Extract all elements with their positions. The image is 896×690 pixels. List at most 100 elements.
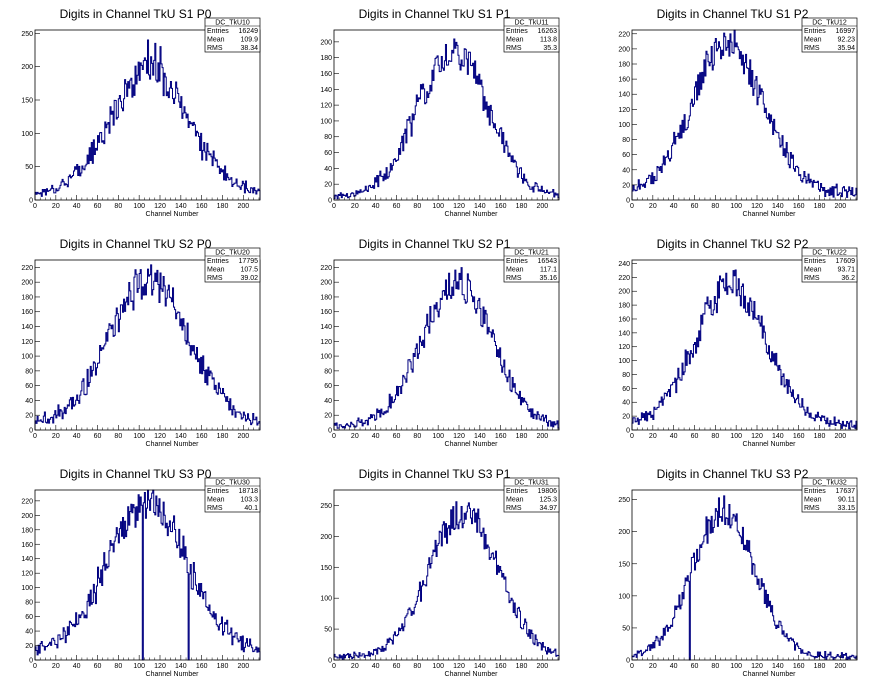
- x-tick-label: 100: [730, 433, 742, 440]
- x-axis-title: Channel Number: [445, 671, 499, 678]
- y-tick-label: 250: [21, 31, 33, 38]
- y-tick-label: 160: [320, 309, 332, 316]
- x-tick-label: 180: [814, 433, 826, 440]
- y-tick-label: 0: [626, 198, 630, 205]
- stats-value-rms: 34.97: [539, 505, 557, 512]
- histogram-panel: Digits in Channel TkU S3 P1 0 20 40 60 80 100 1…: [320, 467, 560, 678]
- stats-label-rms: RMS: [506, 275, 522, 282]
- stats-value-entries: 17637: [836, 488, 856, 495]
- chart-title: Digits in Channel TkU S3 P0: [60, 467, 212, 481]
- y-tick-label: 180: [320, 294, 332, 301]
- chart-title: Digits in Channel TkU S2 P1: [359, 237, 511, 251]
- histogram-series: [34, 489, 261, 661]
- y-tick-label: 100: [618, 122, 630, 129]
- histogram-series: [333, 38, 560, 200]
- y-tick-label: 60: [324, 383, 332, 390]
- chart-title: Digits in Channel TkU S1 P1: [359, 7, 511, 21]
- x-tick-label: 160: [793, 433, 805, 440]
- x-tick-label: 140: [772, 663, 784, 670]
- x-tick-label: 40: [670, 203, 678, 210]
- x-tick-label: 140: [175, 663, 187, 670]
- y-tick-label: 160: [618, 77, 630, 84]
- stats-label-entries: Entries: [207, 258, 229, 265]
- y-tick-label: 160: [21, 542, 33, 549]
- y-tick-label: 200: [320, 280, 332, 287]
- stats-name: DC_TkU10: [215, 20, 250, 27]
- y-tick-label: 160: [320, 71, 332, 78]
- x-tick-label: 40: [73, 433, 81, 440]
- histogram-panel: Digits in Channel TkU S2 P2 0 20 40 60 80 100 1…: [618, 237, 858, 448]
- x-tick-label: 160: [196, 433, 208, 440]
- y-tick-label: 140: [320, 87, 332, 94]
- x-tick-label: 120: [154, 433, 166, 440]
- x-tick-label: 140: [175, 433, 187, 440]
- histogram-series: [631, 495, 858, 661]
- stats-label-entries: Entries: [506, 488, 528, 495]
- stats-label-entries: Entries: [506, 28, 528, 35]
- y-tick-label: 50: [622, 625, 630, 632]
- x-tick-label: 20: [52, 203, 60, 210]
- stats-label-entries: Entries: [804, 28, 826, 35]
- x-tick-label: 20: [649, 433, 657, 440]
- y-tick-label: 40: [622, 167, 630, 174]
- histogram-series: [333, 267, 560, 430]
- y-tick-label: 100: [21, 354, 33, 361]
- stats-name: DC_TkU20: [215, 250, 250, 257]
- stats-box-frame: [204, 477, 261, 513]
- stats-label-mean: Mean: [207, 497, 225, 504]
- y-tick-label: 200: [618, 46, 630, 53]
- y-tick-label: 160: [21, 309, 33, 316]
- x-tick-label: 100: [432, 663, 444, 670]
- plot-frame: [333, 259, 560, 431]
- y-tick-label: 100: [320, 596, 332, 603]
- x-tick-label: 0: [630, 663, 634, 670]
- y-tick-label: 150: [320, 565, 332, 572]
- stats-name: DC_TkU31: [514, 480, 549, 487]
- stats-label-entries: Entries: [804, 488, 826, 495]
- x-tick-label: 120: [453, 203, 465, 210]
- y-tick-label: 80: [25, 368, 33, 375]
- x-tick-label: 0: [332, 203, 336, 210]
- stats-value-mean: 107.5: [240, 267, 258, 274]
- y-tick-label: 250: [618, 497, 630, 504]
- y-tick-label: 0: [626, 658, 630, 665]
- stats-box-frame: [801, 247, 858, 283]
- stats-name: DC_TkU22: [812, 250, 847, 257]
- y-tick-label: 40: [622, 400, 630, 407]
- x-tick-label: 160: [793, 203, 805, 210]
- x-tick-label: 160: [793, 663, 805, 670]
- x-tick-label: 180: [217, 663, 229, 670]
- x-tick-label: 60: [691, 433, 699, 440]
- stats-box-frame: [204, 247, 261, 283]
- x-tick-label: 40: [670, 663, 678, 670]
- x-tick-label: 0: [33, 203, 37, 210]
- stats-label-mean: Mean: [506, 267, 524, 274]
- x-tick-label: 160: [495, 203, 507, 210]
- x-tick-label: 0: [332, 433, 336, 440]
- x-tick-label: 60: [94, 433, 102, 440]
- y-tick-label: 120: [320, 103, 332, 110]
- y-tick-label: 200: [618, 529, 630, 536]
- stats-value-mean: 113.8: [540, 37, 557, 44]
- stats-value-mean: 93.71: [837, 267, 855, 274]
- x-tick-label: 40: [372, 203, 380, 210]
- y-tick-label: 0: [328, 428, 332, 435]
- stats-value-mean: 92.23: [837, 37, 855, 44]
- x-tick-label: 140: [474, 663, 486, 670]
- y-tick-label: 150: [618, 561, 630, 568]
- x-tick-label: 80: [114, 433, 122, 440]
- stats-box-frame: [503, 477, 560, 513]
- y-tick-label: 100: [618, 593, 630, 600]
- histogram-panel: Digits in Channel TkU S3 P2 0 20 40 60 80 100 1…: [618, 467, 858, 678]
- x-tick-label: 0: [33, 663, 37, 670]
- x-tick-label: 200: [237, 433, 249, 440]
- y-tick-label: 200: [21, 513, 33, 520]
- x-tick-label: 80: [114, 203, 122, 210]
- x-tick-label: 60: [393, 203, 401, 210]
- y-tick-label: 80: [324, 134, 332, 141]
- y-tick-label: 40: [25, 629, 33, 636]
- x-tick-label: 180: [516, 433, 528, 440]
